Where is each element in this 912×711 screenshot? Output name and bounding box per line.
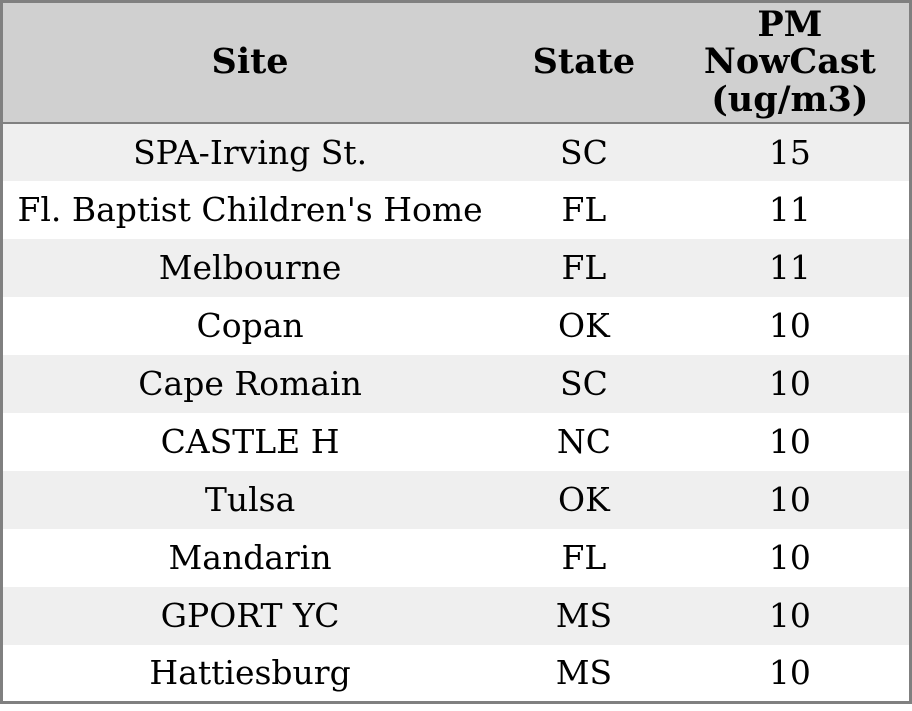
column-header-state: State	[497, 1, 671, 124]
site-cell: Copan	[196, 306, 304, 345]
site-cell: Mandarin	[168, 538, 332, 577]
site-cell: CASTLE H	[160, 422, 340, 461]
pm-cell: 10	[768, 538, 811, 577]
state-cell: FL	[561, 538, 607, 577]
header-row: Site State PM NowCast (ug/m3)	[1, 1, 911, 124]
site-cell: Cape Romain	[138, 364, 362, 403]
column-header-site: Site	[1, 1, 498, 124]
table-row: Mandarin FL 10	[1, 528, 911, 587]
pm-cell: 10	[768, 653, 811, 693]
pm-cell: 10	[768, 364, 811, 403]
column-header-pm-nowcast: PM NowCast (ug/m3)	[670, 1, 911, 124]
pm-cell: 15	[768, 132, 811, 172]
pm-cell: 10	[768, 480, 811, 519]
pm-cell: 10	[768, 422, 811, 461]
table-row: CASTLE H NC 10	[1, 412, 911, 471]
table-row: SPA-Irving St. SC 15	[1, 122, 911, 181]
state-cell: OK	[558, 306, 610, 345]
table-row: Fl. Baptist Children's Home FL 11	[1, 180, 911, 239]
state-cell: SC	[559, 132, 608, 172]
table-row: Tulsa OK 10	[1, 470, 911, 529]
state-cell: MS	[555, 596, 613, 635]
site-cell: Fl. Baptist Children's Home	[17, 190, 483, 229]
table-row: Melbourne FL 11	[1, 238, 911, 297]
site-cell: Tulsa	[204, 480, 296, 519]
pm-cell: 10	[768, 596, 811, 635]
state-cell: FL	[561, 190, 607, 229]
pm-cell: 11	[768, 190, 811, 229]
site-cell: SPA-Irving St.	[133, 132, 368, 172]
state-cell: FL	[561, 248, 607, 287]
pm-cell: 11	[768, 248, 811, 287]
table-row: GPORT YC MS 10	[1, 586, 911, 645]
table-row: Cape Romain SC 10	[1, 354, 911, 413]
table-row: Copan OK 10	[1, 296, 911, 355]
site-cell: GPORT YC	[160, 596, 340, 635]
state-cell: NC	[556, 422, 611, 461]
state-cell: OK	[558, 480, 610, 519]
site-cell: Melbourne	[158, 248, 342, 287]
pm-cell: 10	[768, 306, 811, 345]
state-cell: SC	[559, 364, 608, 403]
table-row: Hattiesburg MS 10	[1, 644, 911, 703]
state-cell: MS	[555, 653, 613, 693]
site-cell: Hattiesburg	[149, 653, 351, 693]
